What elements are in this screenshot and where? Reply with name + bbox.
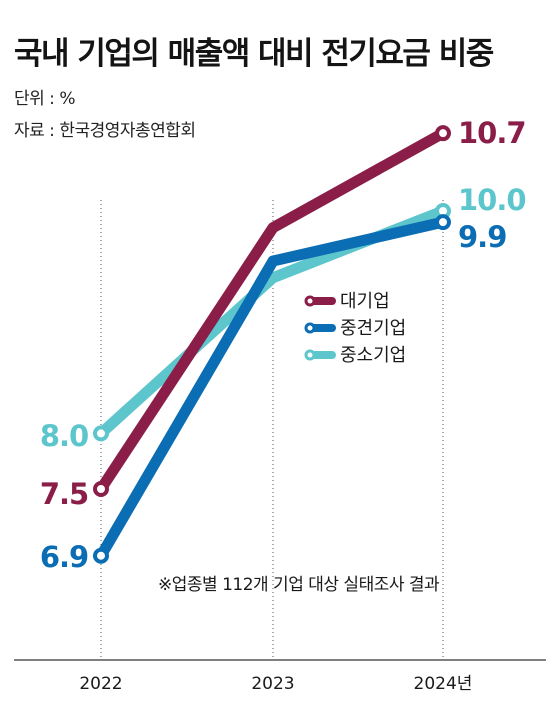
legend-label-2: 중소기업 xyxy=(340,345,406,366)
series-point-1-0 xyxy=(93,547,109,564)
chart-title: 국내 기업의 매출액 대비 전기요금 비중 xyxy=(14,36,494,72)
x-tick-label-2: 2024년 xyxy=(414,674,473,694)
legend-label-1: 중견기업 xyxy=(340,318,406,339)
x-tick-label-1: 2023 xyxy=(251,674,294,694)
data-label-1-2: 9.9 xyxy=(458,220,506,254)
data-label-2-2: 10.0 xyxy=(458,183,526,217)
legend-label-0: 대기업 xyxy=(340,291,390,312)
source-label: 자료 : 한국경영자총연합회 xyxy=(14,121,196,141)
series-point-0-0 xyxy=(93,481,109,497)
data-label-0-0: 7.5 xyxy=(40,477,88,511)
x-tick-label-0: 2022 xyxy=(79,674,122,694)
series-line-0 xyxy=(95,127,449,495)
series-line-1 xyxy=(95,216,449,562)
legend-marker-2 xyxy=(304,349,316,361)
legend-marker-0 xyxy=(304,295,316,307)
unit-label: 단위 : % xyxy=(14,89,75,109)
chart-note: ※업종별 112개 기업 대상 실태조사 결과 xyxy=(158,575,440,595)
data-label-0-2: 10.7 xyxy=(458,116,526,150)
series-point-2-0 xyxy=(93,425,109,442)
legend-marker-1 xyxy=(304,322,316,334)
series-point-1-2 xyxy=(435,214,451,231)
data-label-1-0: 6.9 xyxy=(40,540,88,574)
data-label-2-0: 8.0 xyxy=(40,419,88,453)
series-point-0-2 xyxy=(435,125,451,142)
